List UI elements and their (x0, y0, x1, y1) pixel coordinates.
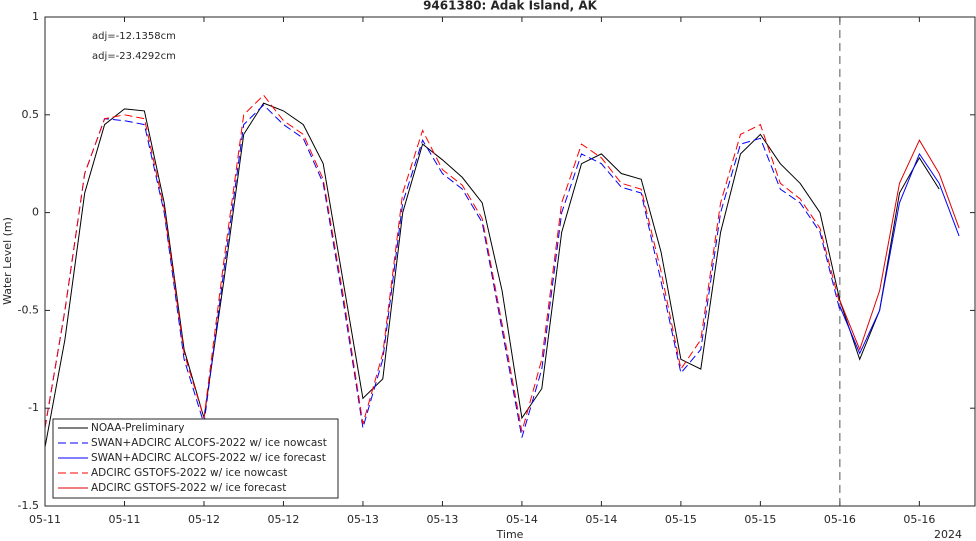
x-tick-label: 05-12 (188, 513, 220, 526)
x-tick-label: 05-14 (585, 513, 617, 526)
y-tick-label: 0.5 (22, 108, 40, 121)
x-tick-label: 05-14 (506, 513, 538, 526)
x-tick-label: 05-13 (426, 513, 458, 526)
x-tick-label: 05-11 (109, 513, 141, 526)
x-tick-label: 05-16 (824, 513, 856, 526)
series-line (44, 104, 841, 438)
series-line (839, 139, 960, 351)
y-tick-label: -0.5 (18, 303, 39, 316)
x-tick-label: 05-16 (903, 513, 935, 526)
series-line (44, 102, 940, 448)
chart-title: 9461380: Adak Island, AK (423, 0, 598, 13)
annotation: adj=-12.1358cm (92, 31, 176, 42)
plot-frame (44, 16, 976, 507)
y-tick-label: -1 (28, 401, 39, 414)
annotation: adj=-23.4292cm (92, 51, 176, 62)
y-tick-label: 0 (32, 206, 39, 219)
legend-box (52, 418, 339, 499)
y-tick-label: 1 (32, 10, 39, 23)
x-tick-label: 05-13 (347, 513, 379, 526)
legend-label: ADCIRC GSTOFS-2022 w/ ice nowcast (91, 467, 287, 479)
x-tick-label: 05-12 (267, 513, 299, 526)
legend-label: SWAN+ADCIRC ALCOFS-2022 w/ ice nowcast (91, 437, 327, 449)
series-line (44, 94, 841, 432)
y-axis-label: Water Level (m) (1, 217, 14, 305)
year-label: 2024 (934, 528, 962, 541)
legend-label: SWAN+ADCIRC ALCOFS-2022 w/ ice forecast (91, 452, 326, 464)
x-tick-label: 05-15 (665, 513, 697, 526)
x-tick-label: 05-15 (744, 513, 776, 526)
legend-label: NOAA-Preliminary (91, 422, 184, 434)
series-line (839, 152, 960, 355)
legend-label: ADCIRC GSTOFS-2022 w/ ice forecast (91, 482, 286, 494)
x-axis-label: Time (496, 528, 524, 541)
x-tick-label: 05-11 (29, 513, 61, 526)
y-tick-label: -1.5 (18, 499, 39, 512)
